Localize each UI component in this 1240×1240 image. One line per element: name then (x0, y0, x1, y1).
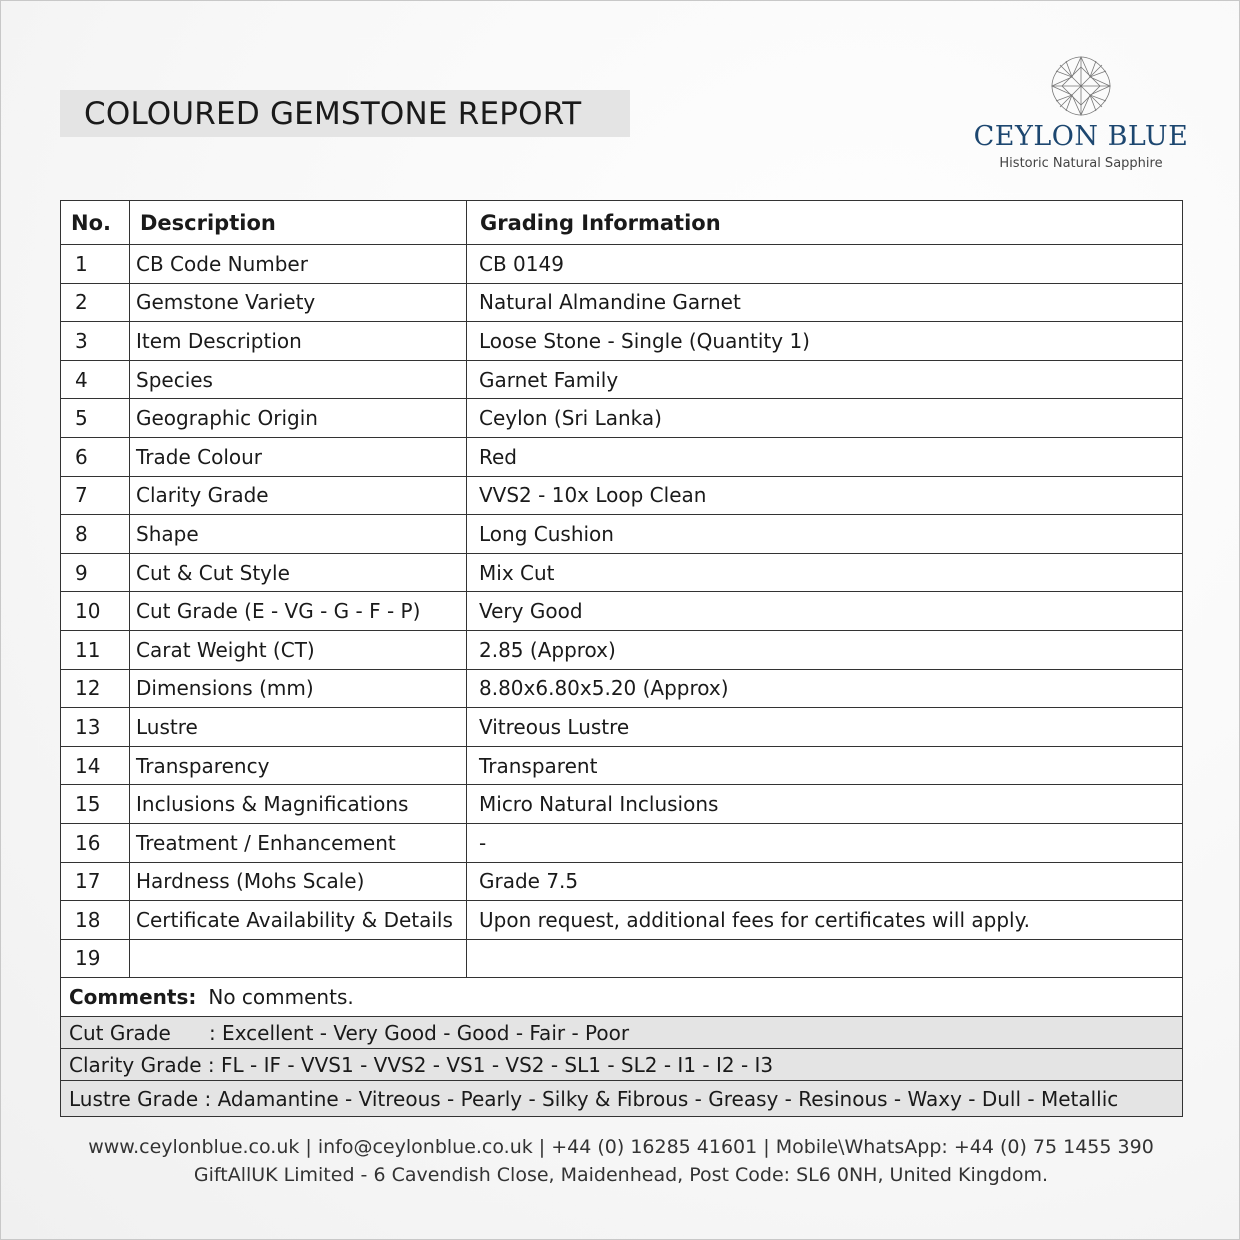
row-description: Dimensions (mm) (129, 668, 467, 709)
row-description: Treatment / Enhancement (129, 822, 467, 863)
row-number: 12 (60, 668, 130, 709)
comments-row: Comments: No comments. (60, 977, 1183, 1018)
row-value: Micro Natural Inclusions (466, 784, 1183, 824)
row-number: 8 (60, 514, 130, 554)
table-row: 18 Certificate Availability & Details Upon… (60, 900, 1183, 940)
table-row: 13 Lustre Vitreous Lustre (60, 707, 1183, 747)
row-value: Vitreous Lustre (466, 707, 1183, 747)
row-value: Long Cushion (466, 514, 1183, 554)
footer-contact: www.ceylonblue.co.uk | info@ceylonblue.c… (88, 1136, 1154, 1158)
cushion-gem-icon (1051, 56, 1111, 116)
table-row: 7 Clarity Grade VVS2 - 10x Loop Clean (60, 475, 1183, 516)
row-value: Mix Cut (466, 552, 1183, 593)
comments-text: No comments. (208, 985, 354, 1010)
row-number: 4 (60, 359, 130, 400)
row-number: 3 (60, 321, 130, 361)
row-value: Grade 7.5 (466, 861, 1183, 902)
row-value: Ceylon (Sri Lanka) (466, 398, 1183, 438)
row-value: Garnet Family (466, 359, 1183, 400)
row-description: Item Description (129, 321, 467, 361)
row-number: 13 (60, 707, 130, 747)
row-description: Lustre (129, 707, 467, 747)
legend-text: Cut Grade : Excellent - Very Good - Good… (60, 1016, 1183, 1050)
header-no: No. (60, 200, 130, 245)
row-description: Clarity Grade (129, 475, 467, 516)
row-number: 14 (60, 745, 130, 786)
row-description: Shape (129, 514, 467, 554)
row-value: Natural Almandine Garnet (466, 282, 1183, 323)
table-row: 4 Species Garnet Family (60, 359, 1183, 400)
row-description: Certificate Availability & Details (129, 900, 467, 940)
table-row: 10 Cut Grade (E - VG - G - F - P) Very Goo… (60, 591, 1183, 631)
legend-text: Clarity Grade : FL - IF - VVS1 - VVS2 - … (60, 1048, 1183, 1082)
row-number: 6 (60, 436, 130, 477)
table-row: 17 Hardness (Mohs Scale) Grade 7.5 (60, 861, 1183, 902)
row-description: Species (129, 359, 467, 400)
table-row: 16 Treatment / Enhancement - (60, 822, 1183, 863)
row-description: Inclusions & Magnifications (129, 784, 467, 824)
row-number: 11 (60, 629, 130, 670)
row-number: 2 (60, 282, 130, 323)
row-value: CB 0149 (466, 244, 1183, 284)
row-description: Carat Weight (CT) (129, 629, 467, 670)
row-description: Hardness (Mohs Scale) (129, 861, 467, 902)
table-row: 15 Inclusions & Magnifications Micro Natur… (60, 784, 1183, 824)
row-number: 7 (60, 475, 130, 516)
report-title: COLOURED GEMSTONE REPORT (84, 96, 582, 132)
report-title-box: COLOURED GEMSTONE REPORT (60, 90, 630, 137)
row-description: Cut Grade (E - VG - G - F - P) (129, 591, 467, 631)
brand-name: CEYLON BLUE (973, 121, 1189, 152)
row-description: Trade Colour (129, 436, 467, 477)
logo: CEYLON BLUE Historic Natural Sapphire (971, 55, 1191, 171)
row-value: - (466, 822, 1183, 863)
header-grading: Grading Information (466, 200, 1183, 245)
row-number: 18 (60, 900, 130, 940)
row-value (466, 938, 1183, 979)
row-value: Transparent (466, 745, 1183, 786)
table-row: 9 Cut & Cut Style Mix Cut (60, 552, 1183, 593)
row-number: 9 (60, 552, 130, 593)
legend-text: Lustre Grade : Adamantine - Vitreous - P… (60, 1080, 1183, 1118)
table-header-row: No. Description Grading Information (60, 200, 1183, 245)
footer-address: GiftAllUK Limited - 6 Cavendish Close, M… (193, 1164, 1049, 1186)
row-number: 15 (60, 784, 130, 824)
brand-tagline: Historic Natural Sapphire (999, 156, 1163, 171)
cut-grade-legend: Cut Grade : Excellent - Very Good - Good… (60, 1016, 1183, 1050)
clarity-grade-legend: Clarity Grade : FL - IF - VVS1 - VVS2 - … (60, 1048, 1183, 1082)
row-number: 5 (60, 398, 130, 438)
row-number: 1 (60, 244, 130, 284)
table-row: 1 CB Code Number CB 0149 (60, 244, 1183, 284)
row-number: 16 (60, 822, 130, 863)
table-row: 6 Trade Colour Red (60, 436, 1183, 477)
table-row: 11 Carat Weight (CT) 2.85 (Approx) (60, 629, 1183, 670)
table-row: 3 Item Description Loose Stone - Single (Q… (60, 321, 1183, 361)
row-value: Loose Stone - Single (Quantity 1) (466, 321, 1183, 361)
row-number: 17 (60, 861, 130, 902)
comments-label: Comments: (69, 985, 197, 1010)
table-row: 12 Dimensions (mm) 8.80x6.80x5.20 (Approx) (60, 668, 1183, 709)
lustre-grade-legend: Lustre Grade : Adamantine - Vitreous - P… (60, 1080, 1183, 1118)
row-value: Upon request, additional fees for certif… (466, 900, 1183, 940)
row-value: Very Good (466, 591, 1183, 631)
row-value: 2.85 (Approx) (466, 629, 1183, 670)
row-value: Red (466, 436, 1183, 477)
table-row: 14 Transparency Transparent (60, 745, 1183, 786)
row-description: Geographic Origin (129, 398, 467, 438)
row-description: Gemstone Variety (129, 282, 467, 323)
row-description: Transparency (129, 745, 467, 786)
row-value: 8.80x6.80x5.20 (Approx) (466, 668, 1183, 709)
table-row: 5 Geographic Origin Ceylon (Sri Lanka) (60, 398, 1183, 438)
row-number: 19 (60, 938, 130, 979)
row-value: VVS2 - 10x Loop Clean (466, 475, 1183, 516)
table-row: 2 Gemstone Variety Natural Almandine Garne… (60, 282, 1183, 323)
header-description: Description (129, 200, 467, 245)
table-row: 8 Shape Long Cushion (60, 514, 1183, 554)
grading-table: No. Description Grading Information 1 CB … (60, 200, 1183, 1118)
row-number: 10 (60, 591, 130, 631)
row-description: CB Code Number (129, 244, 467, 284)
table-row: 19 (60, 938, 1183, 979)
row-description (129, 938, 467, 979)
row-description: Cut & Cut Style (129, 552, 467, 593)
